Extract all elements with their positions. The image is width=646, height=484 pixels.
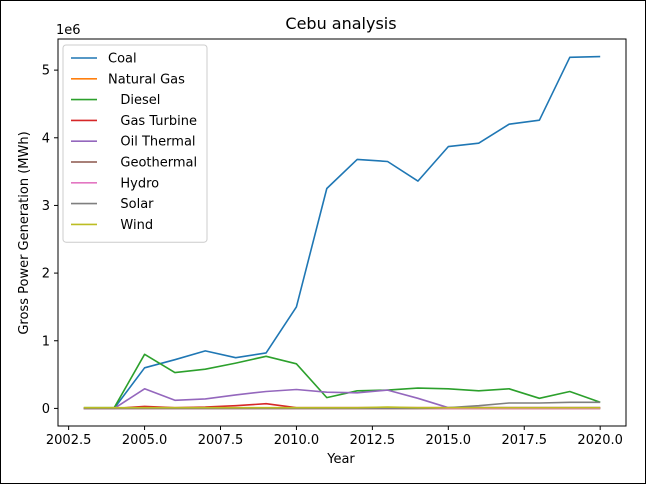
series-line-4	[83, 387, 601, 410]
x-tick-label: 2015.0	[426, 433, 472, 448]
y-tick-label: 0	[42, 402, 50, 417]
y-tick-label: 2	[42, 267, 50, 282]
series-line-2	[83, 353, 601, 409]
legend	[62, 44, 208, 243]
legend-label: Coal	[108, 52, 137, 67]
x-tick-label: 2002.5	[46, 433, 92, 448]
plot-frame	[57, 38, 627, 427]
y-axis-label: Gross Power Generation (MWh)	[17, 131, 32, 334]
legend-label: Wind	[108, 218, 153, 233]
y-offset-label: 1e6	[56, 23, 81, 38]
legend-label: Diesel	[108, 93, 160, 108]
y-tick-label: 5	[42, 64, 50, 79]
x-axis-label: Year	[326, 452, 355, 467]
legend-label: Hydro	[108, 176, 159, 191]
legend-label: Natural Gas	[108, 72, 185, 87]
y-tick-label: 4	[42, 131, 50, 146]
x-tick-label: 2010.0	[274, 433, 320, 448]
series-line-0	[83, 55, 601, 410]
x-tick-label: 2012.5	[350, 433, 396, 448]
y-tick-label: 3	[42, 199, 50, 214]
x-tick-label: 2020.0	[577, 433, 623, 448]
y-tick-label: 1	[42, 334, 50, 349]
series-line-8	[83, 406, 601, 409]
legend-label: Solar	[108, 197, 154, 212]
x-tick-label: 2005.0	[122, 433, 168, 448]
x-tick-label: 2017.5	[501, 433, 547, 448]
legend-label: Geothermal	[108, 156, 197, 171]
chart-title: Cebu analysis	[285, 14, 396, 33]
legend-label: Oil Thermal	[108, 135, 196, 150]
x-tick-label: 2007.5	[198, 433, 244, 448]
legend-label: Gas Turbine	[108, 114, 197, 129]
